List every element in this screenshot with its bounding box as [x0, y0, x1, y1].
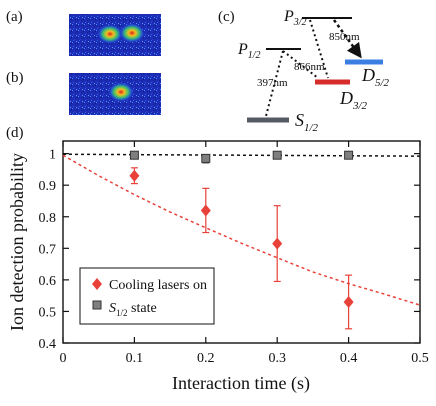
legend-label-s12: S1/2 state [109, 301, 157, 318]
square-marker [344, 150, 354, 160]
fit-lines [62, 153, 421, 306]
legend-marker-cooling [92, 278, 102, 290]
legend: Cooling lasers on S1/2 state [79, 267, 215, 325]
y-tick-label: 1 [49, 148, 56, 163]
ion-spot-a-1 [97, 24, 123, 44]
level-diagram: P3/2 P1/2 D5/2 D3/2 S1/2 850nm 866nm 397… [237, 8, 390, 134]
diamond-marker [343, 295, 354, 308]
s12-data-point [201, 153, 211, 164]
ion-image-b [69, 73, 161, 115]
detection-probability-plot: 0 0.1 0.2 0.3 0.4 0.5 0.4 0.5 0.6 0.7 0.8 0.9 1 Int… [7, 140, 429, 394]
x-axis: 0 0.1 0.2 0.3 0.4 0.5 [60, 141, 429, 366]
ion-image-a [69, 14, 161, 56]
s12-data-point [344, 150, 354, 160]
y-axis: 0.4 0.5 0.6 0.7 0.8 0.9 1 [39, 148, 420, 352]
cooling-data-point [272, 205, 283, 283]
ion-spot-a-2 [119, 23, 145, 43]
legend-box [79, 267, 215, 325]
x-tick-label: 0.1 [126, 351, 144, 366]
label-d52: D5/2 [361, 65, 390, 89]
label-d32: D3/2 [339, 88, 368, 112]
legend-marker-s12 [92, 300, 102, 310]
label-866nm: 866nm [294, 61, 325, 73]
transition-866-upper-line [309, 19, 329, 79]
y-tick-label: 0.6 [39, 274, 57, 289]
x-tick-label: 0.2 [197, 351, 215, 366]
label-p12: P1/2 [237, 41, 261, 61]
x-tick-label: 0.3 [268, 351, 286, 366]
legend-label-cooling: Cooling lasers on [109, 278, 207, 293]
transition-397-line [265, 50, 284, 117]
diamond-marker [272, 237, 283, 250]
y-tick-label: 0.5 [39, 305, 57, 320]
diamond-marker [200, 204, 211, 217]
x-tick-label: 0.4 [340, 351, 358, 366]
cooling-data-point [129, 167, 140, 185]
label-850nm: 850nm [329, 31, 360, 43]
cooling-data-point [200, 187, 211, 234]
label-397nm: 397nm [257, 77, 288, 89]
x-tick-label: 0.5 [411, 351, 429, 366]
s12-data-point [129, 150, 139, 160]
square-marker [272, 150, 282, 160]
x-tick-label: 0 [60, 351, 67, 366]
y-axis-label: Ion detection probability [7, 153, 27, 331]
y-tick-label: 0.7 [39, 242, 57, 257]
panel-label-c: (c) [218, 9, 235, 25]
panel-label-b: (b) [6, 70, 24, 86]
square-marker [201, 153, 211, 163]
square-marker [129, 150, 139, 160]
panel-label-d: (d) [6, 125, 24, 141]
x-axis-label: Interaction time (s) [172, 373, 310, 394]
fit-line [62, 154, 421, 306]
y-tick-label: 0.8 [39, 211, 57, 226]
label-s12: S1/2 [295, 110, 319, 134]
diamond-marker [129, 169, 140, 182]
label-p32: P3/2 [283, 8, 307, 28]
y-tick-label: 0.9 [39, 179, 57, 194]
y-tick-label: 0.4 [39, 337, 57, 352]
cooling-data-point [343, 274, 354, 330]
transition-866-line [282, 50, 319, 79]
plot-frame [62, 140, 421, 344]
data-points [129, 150, 354, 330]
transition-850-line [332, 19, 362, 59]
ion-spot-b-1 [108, 82, 134, 102]
fit-line [62, 153, 421, 157]
s12-data-point [272, 150, 282, 160]
panel-label-a: (a) [6, 9, 23, 25]
